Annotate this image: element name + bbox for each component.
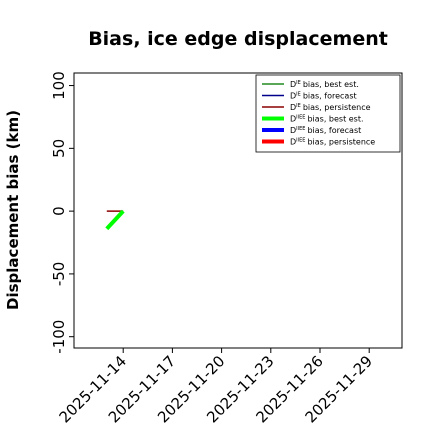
legend-name: bias, best est. (307, 115, 363, 124)
legend-name: bias, forecast (307, 126, 361, 135)
legend-label: DIE bias, persistence (290, 103, 371, 112)
legend-name: bias, persistence (303, 103, 371, 112)
legend-symbol: D (290, 126, 296, 135)
legend-symbol: D (290, 115, 296, 124)
legend-superscript: IE (296, 92, 301, 98)
chart-title: Bias, ice edge displacement (88, 28, 388, 50)
legend-superscript: IE (296, 80, 301, 86)
plot-frame (73, 72, 403, 349)
legend-box (255, 74, 401, 153)
legend-name: bias, best est. (303, 80, 359, 89)
legend-label: DIIEE bias, forecast (290, 126, 361, 135)
y-tick-label: 50 (50, 139, 68, 158)
legend-symbol: D (290, 80, 296, 89)
y-tick-label: 100 (50, 71, 68, 100)
y-tick-label: 0 (50, 206, 68, 216)
legend-label: DIIEE bias, persistence (290, 138, 375, 147)
legend-symbol: D (290, 138, 296, 147)
y-axis-label: Displacement bias (km) (4, 110, 22, 310)
legend-superscript: IIEE (296, 138, 305, 144)
legend-label: DIE bias, best est. (290, 80, 359, 89)
legend-symbol: D (290, 92, 296, 101)
legend-symbol: D (290, 103, 296, 112)
legend-name: bias, persistence (307, 138, 375, 147)
legend-name: bias, forecast (303, 92, 357, 101)
legend-superscript: IE (296, 103, 301, 109)
legend-superscript: IIEE (296, 115, 305, 121)
legend-superscript: IIEE (296, 126, 305, 132)
y-tick-label: -100 (50, 320, 68, 354)
legend-label: DIE bias, forecast (290, 92, 357, 101)
y-tick-label: -50 (50, 262, 68, 287)
data-line (105, 209, 125, 231)
legend-label: DIIEE bias, best est. (290, 115, 364, 124)
